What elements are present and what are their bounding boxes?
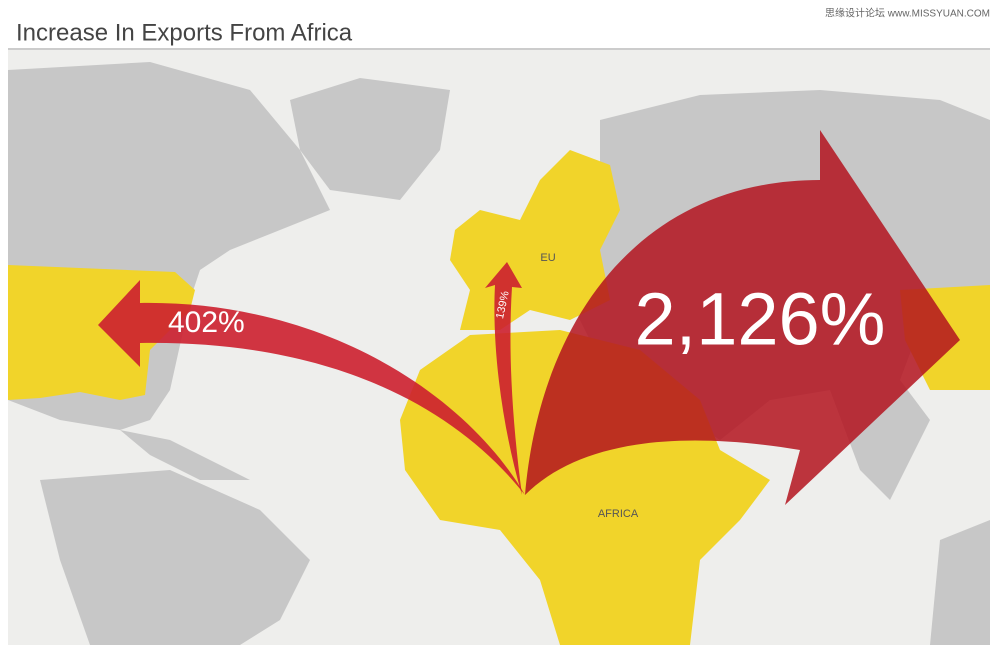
australia [930,520,990,645]
watermark: 思缘设计论坛 www.MISSYUAN.COM [825,7,990,20]
arrow-402 [98,280,525,495]
arrow-label: 2,126% [635,278,886,361]
arrow-2126 [525,130,960,505]
title: Increase In Exports From Africa [16,19,353,46]
arrow-label: 139% [494,290,512,320]
usa [8,265,195,400]
arrow-139 [485,262,522,495]
south-america [40,470,310,645]
region-label: AFRICA [598,508,639,520]
central-america [120,430,250,480]
region-label: EU [540,252,555,264]
greenland [290,78,450,200]
arrow-label: 402% [168,306,245,339]
arrows: 402% 139% 2,126% [98,130,960,505]
